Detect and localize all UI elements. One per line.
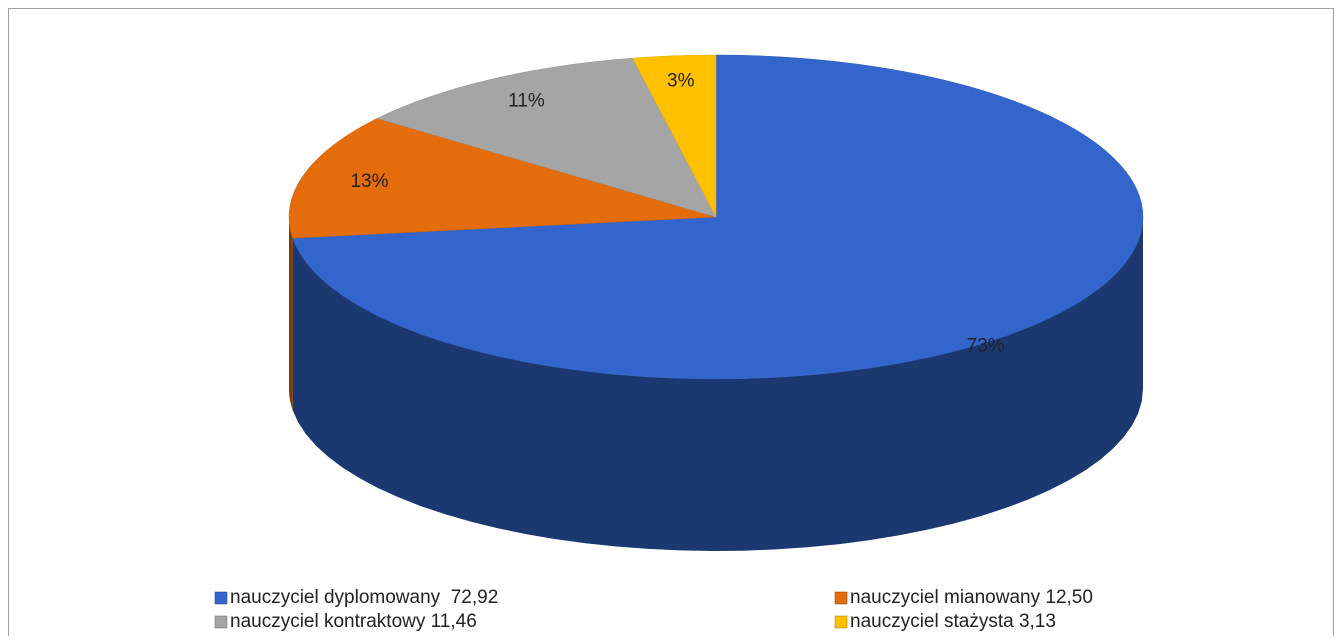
legend-swatch [214, 615, 228, 629]
legend-label: nauczyciel kontraktowy 11,46 [230, 611, 477, 632]
legend-label: nauczyciel mianowany 12,50 [850, 587, 1093, 608]
data-label: 11% [508, 90, 545, 111]
legend-label: nauczyciel dyplomowany 72,92 [230, 587, 498, 608]
data-label: 73% [967, 336, 1005, 357]
data-label: 3% [667, 71, 695, 92]
pie-side [292, 217, 1143, 551]
pie-slice [632, 54, 717, 218]
pie-slice [292, 54, 1144, 380]
legend-swatch [834, 591, 848, 605]
data-label: 13% [350, 171, 388, 192]
pie-slice [376, 57, 717, 218]
legend-label: nauczyciel stażysta 3,13 [850, 611, 1056, 632]
legend-swatch [834, 615, 848, 629]
legend-swatch [214, 591, 228, 605]
pie-slice [288, 118, 717, 239]
pie-side [289, 217, 293, 411]
